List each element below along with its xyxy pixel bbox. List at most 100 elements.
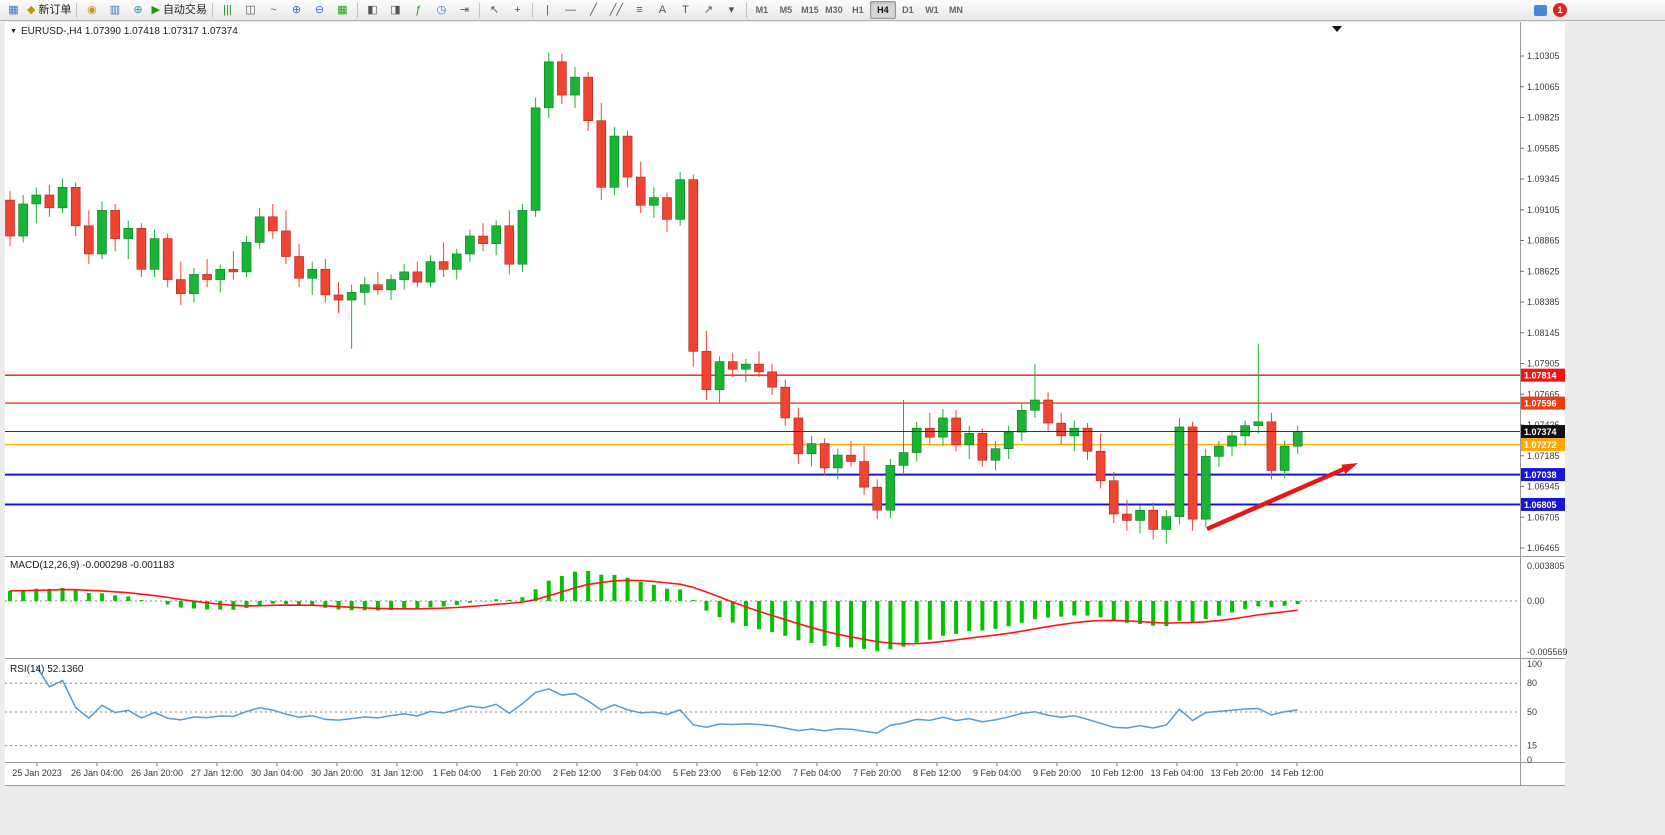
arrange-left-icon[interactable]: ◧ (367, 4, 378, 16)
macd-tick: -0.005569 (1527, 647, 1568, 657)
panel-dividers (5, 22, 1565, 786)
vertical-line-tool-icon[interactable]: | (546, 4, 549, 16)
toolbar-separator (356, 2, 358, 18)
tile-windows-icon[interactable]: ▦ (337, 4, 348, 16)
trend-arrow[interactable] (1206, 463, 1358, 532)
price-tick: 1.09825 (1527, 113, 1560, 123)
macd-axis[interactable]: 0.003805 0.00 -0.005569 (1527, 561, 1568, 657)
tf-button-m5[interactable]: M5 (779, 5, 793, 15)
arrange-right-icon[interactable]: ◨ (390, 4, 401, 16)
price-tick: 1.07185 (1527, 451, 1560, 461)
price-tick: 1.07425 (1527, 420, 1560, 430)
compass-icon[interactable]: ◉ (87, 4, 97, 16)
tf-button-h4[interactable]: H4 (869, 1, 896, 19)
channel-tool-icon[interactable]: ╱╱ (609, 4, 624, 16)
rsi-tick: 50 (1527, 707, 1537, 717)
svg-text:1.06805: 1.06805 (1524, 500, 1557, 510)
indicators-button[interactable]: ƒ (415, 4, 422, 16)
price-tag (1521, 425, 1565, 439)
time-tick: 3 Feb 04:00 (613, 768, 661, 778)
time-tick: 8 Feb 12:00 (913, 768, 961, 778)
toolbar-separator (211, 2, 213, 18)
time-tick: 25 Jan 2023 (12, 768, 62, 778)
toolbar-separator (531, 2, 533, 18)
chat-icon[interactable] (1534, 4, 1547, 16)
macd-header-text: MACD(12,26,9) -0.000298 -0.001183 (10, 560, 175, 571)
price-tick: 1.08865 (1527, 236, 1560, 246)
rsi-header-text: RSI(14) 52.1360 (10, 664, 84, 675)
symbol-dropdown-icon[interactable]: ▼ (10, 28, 17, 35)
zoom-out-button[interactable]: ⊖ (314, 4, 325, 16)
time-tick: 1 Feb 04:00 (433, 768, 481, 778)
macd-plot[interactable] (8, 570, 1300, 651)
candles-layer[interactable] (5, 52, 1303, 544)
tools-dropdown-icon[interactable]: ▾ (728, 4, 735, 16)
tf-button-d1[interactable]: D1 (902, 5, 914, 15)
fibonacci-tool-icon[interactable]: ≡ (636, 4, 643, 16)
rsi-tick: 80 (1527, 678, 1537, 688)
charts-icon[interactable]: ▥ (109, 4, 121, 16)
price-tick: 1.09585 (1527, 143, 1560, 153)
crosshair-tool-icon[interactable]: + (514, 4, 521, 16)
trendline-tool-icon[interactable]: ╱ (590, 4, 597, 16)
chart-window-icon[interactable]: ▦ (8, 4, 19, 16)
macd-tick: 0.003805 (1527, 561, 1565, 571)
tf-button-mn[interactable]: MN (948, 5, 963, 15)
time-tick: 7 Feb 20:00 (853, 768, 901, 778)
tf-button-w1[interactable]: W1 (925, 5, 939, 15)
rsi-plot[interactable] (35, 665, 1298, 734)
price-tick: 1.08145 (1527, 328, 1560, 338)
macd-indicator-label: MACD(12,26,9) -0.000298 -0.001183 (10, 560, 174, 571)
auto-trading-button[interactable]: ▶ 自动交易 (149, 1, 208, 19)
tf-button-h1[interactable]: H1 (852, 5, 864, 15)
chart-shift-icon[interactable]: ⇥ (459, 4, 470, 16)
tf-button-m30[interactable]: M30 (825, 5, 843, 15)
time-tick: 26 Jan 04:00 (71, 768, 123, 778)
tf-button-m15[interactable]: M15 (801, 5, 819, 15)
time-axis[interactable]: 25 Jan 2023 26 Jan 04:00 26 Jan 20:00 27 Ja… (12, 763, 1324, 778)
time-tick: 30 Jan 04:00 (251, 768, 303, 778)
time-tick: 13 Feb 20:00 (1210, 768, 1263, 778)
horizontal-line-tool-icon[interactable]: — (564, 4, 576, 16)
line-chart-icon[interactable]: ~ (270, 4, 277, 16)
main-toolbar: ▦ ◆ 新订单 ◉ ▥ ⊕ ▶ 自动交易 ||| ◫ ~ ⊕ ⊖ ▦ ◧ ◨ ƒ… (0, 0, 1665, 21)
price-tick: 1.09345 (1527, 174, 1560, 184)
text-tool-icon[interactable]: A (658, 4, 667, 16)
price-tick: 1.06465 (1527, 543, 1560, 553)
rsi-tick: 15 (1527, 741, 1537, 751)
community-icon[interactable]: ⊕ (133, 4, 143, 16)
period-clock-icon[interactable]: ◷ (436, 4, 447, 16)
time-tick: 1 Feb 20:00 (493, 768, 541, 778)
rsi-axis[interactable]: 100 80 50 15 0 (1527, 659, 1542, 765)
tf-button-m1[interactable]: M1 (755, 5, 769, 15)
price-axis[interactable]: 1.10305 1.10065 1.09825 1.09585 1.09345 1.091… (1520, 51, 1560, 553)
time-tick: 9 Feb 20:00 (1033, 768, 1081, 778)
toolbar-separator (76, 2, 78, 18)
time-tick: 6 Feb 12:00 (733, 768, 781, 778)
bar-chart-icon[interactable]: ||| (223, 4, 232, 16)
rsi-tick: 0 (1527, 755, 1532, 765)
notification-badge[interactable]: 1 (1553, 3, 1567, 17)
time-tick: 13 Feb 04:00 (1150, 768, 1203, 778)
price-tag (1521, 396, 1565, 410)
chart-canvas[interactable]: 1.10305 1.10065 1.09825 1.09585 1.09345 1.091… (0, 22, 1665, 835)
new-order-button[interactable]: ◆ 新订单 (25, 1, 73, 19)
price-tick: 1.08385 (1527, 297, 1560, 307)
candlestick-chart-icon[interactable]: ◫ (245, 4, 256, 16)
cursor-tool-icon[interactable]: ↖ (489, 4, 500, 16)
rsi-indicator-label: RSI(14) 52.1360 (10, 664, 83, 675)
price-tag (1521, 368, 1565, 382)
label-tool-icon[interactable]: T (682, 4, 689, 16)
price-tick: 1.07905 (1527, 359, 1560, 369)
time-tick: 27 Jan 12:00 (191, 768, 243, 778)
time-tick: 26 Jan 20:00 (131, 768, 183, 778)
time-tick: 30 Jan 20:00 (311, 768, 363, 778)
price-tick: 1.10305 (1527, 51, 1560, 61)
price-tag (1521, 438, 1565, 452)
chart-corner-dropdown[interactable] (1332, 26, 1342, 32)
time-tick: 31 Jan 12:00 (371, 768, 423, 778)
zoom-in-button[interactable]: ⊕ (291, 4, 302, 16)
time-tick: 2 Feb 12:00 (553, 768, 601, 778)
arrow-object-tool-icon[interactable]: ↗ (703, 4, 714, 16)
svg-text:1.07596: 1.07596 (1524, 399, 1557, 409)
